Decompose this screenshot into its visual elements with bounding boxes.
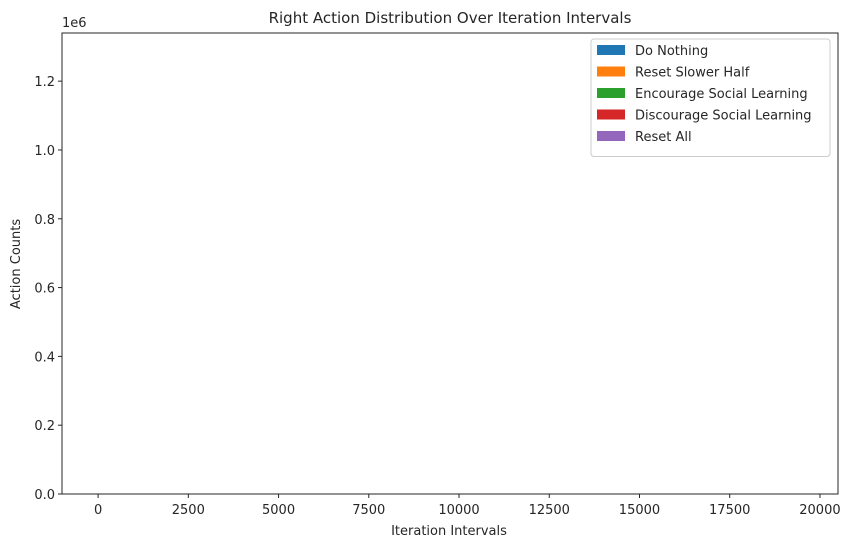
y-tick-label: 1.0 bbox=[34, 144, 55, 159]
x-axis: 0 2500 5000 7500 10000 12500 15000 17500 20000 bbox=[94, 494, 841, 518]
x-tick-label: 17500 bbox=[709, 503, 750, 518]
legend-swatch bbox=[597, 131, 625, 141]
y-axis-label: Action Counts bbox=[9, 219, 24, 309]
legend-entry: Reset All bbox=[635, 130, 692, 145]
legend-swatch bbox=[597, 45, 625, 55]
x-tick-label: 2500 bbox=[172, 503, 205, 518]
legend-entry: Do Nothing bbox=[635, 44, 708, 59]
y-tick-label: 0.0 bbox=[34, 488, 55, 503]
legend: Do Nothing Reset Slower Half Encourage Soc… bbox=[590, 38, 831, 157]
legend-swatch bbox=[597, 66, 625, 77]
y-tick-label: 0.6 bbox=[34, 282, 55, 297]
y-axis-offset-text: 1e6 bbox=[62, 16, 87, 31]
y-tick-label: 0.4 bbox=[34, 350, 55, 365]
legend-swatch bbox=[597, 88, 625, 98]
x-tick-label: 12500 bbox=[529, 503, 570, 518]
y-tick-label: 0.8 bbox=[34, 213, 55, 228]
x-tick-label: 15000 bbox=[619, 503, 660, 518]
x-axis-label: Iteration Intervals bbox=[391, 524, 507, 539]
x-tick-label: 5000 bbox=[262, 503, 295, 518]
x-tick-label: 20000 bbox=[799, 503, 840, 518]
legend-entry: Encourage Social Learning bbox=[635, 87, 808, 102]
y-tick-label: 0.2 bbox=[34, 419, 55, 434]
legend-swatch bbox=[597, 109, 625, 120]
y-tick-label: 1.2 bbox=[34, 75, 55, 90]
y-axis: 0.0 0.2 0.4 0.6 0.8 1.0 1.2 bbox=[34, 75, 62, 503]
legend-box bbox=[590, 38, 831, 157]
x-tick-label: 0 bbox=[94, 503, 102, 518]
legend-entry: Reset Slower Half bbox=[635, 66, 750, 81]
x-tick-label: 10000 bbox=[438, 503, 479, 518]
chart-title: Right Action Distribution Over Iteration… bbox=[269, 9, 632, 27]
legend-entry: Discourage Social Learning bbox=[635, 109, 812, 124]
x-tick-label: 7500 bbox=[352, 503, 385, 518]
